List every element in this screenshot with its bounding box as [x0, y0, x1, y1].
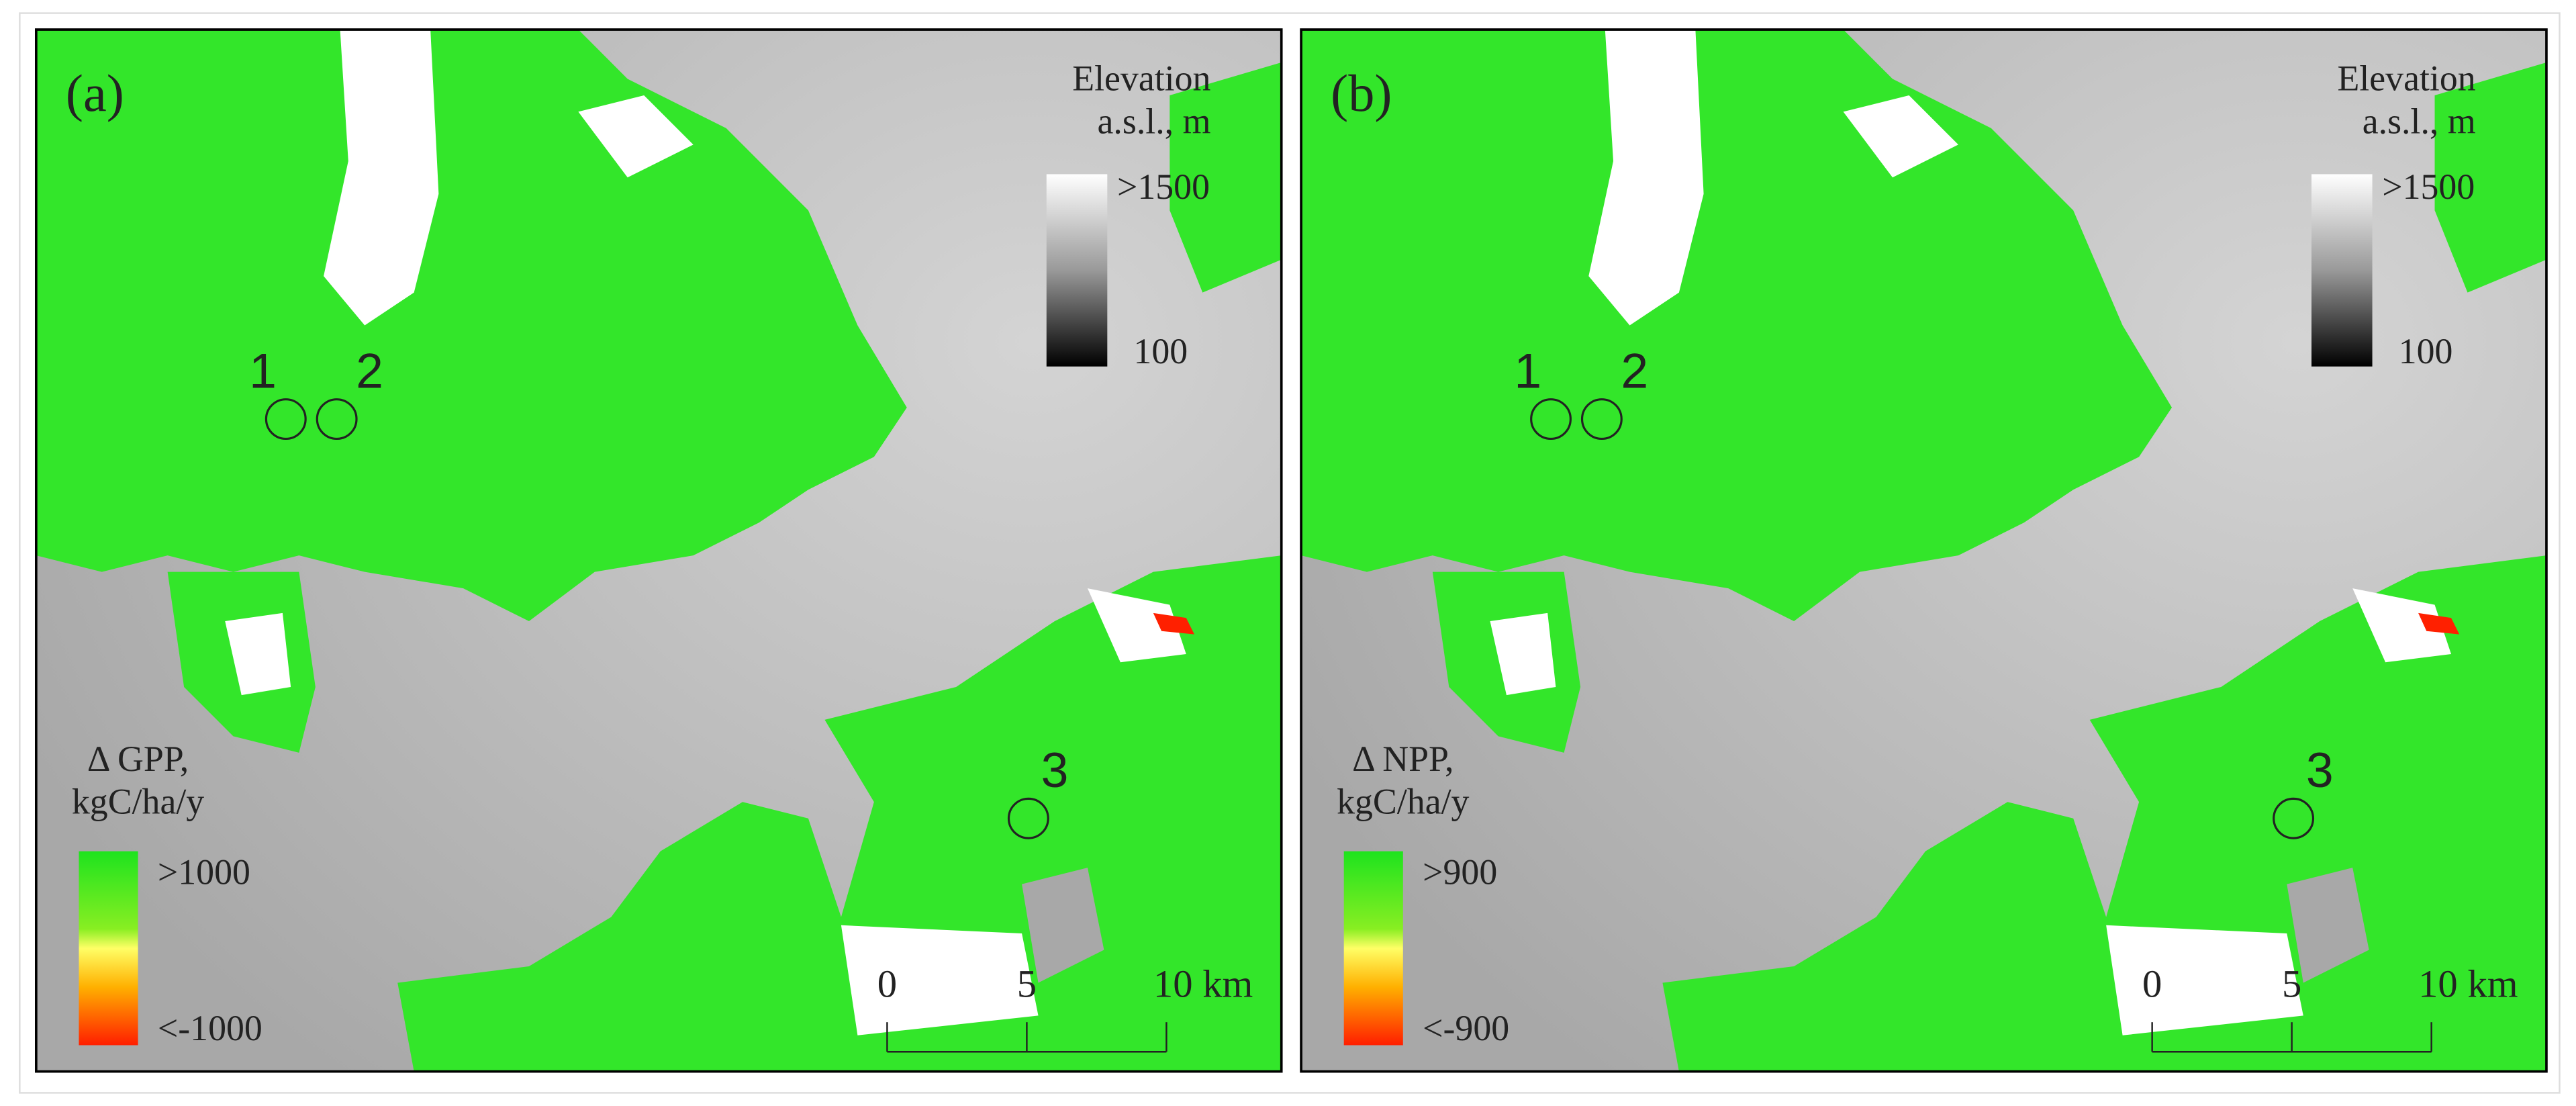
elevation-bar	[2311, 174, 2373, 367]
site-label: 1	[249, 343, 277, 398]
elevation-max: >1500	[1117, 167, 1210, 207]
elevation-bar	[1046, 174, 1108, 367]
site-label: 3	[1041, 743, 1069, 798]
panel-label: (a)	[66, 64, 124, 122]
legend-title: Δ NPP,	[1352, 739, 1453, 779]
legend-bar	[79, 851, 138, 1046]
elevation-title: Elevation	[2337, 58, 2475, 99]
legend-title: kgC/ha/y	[72, 782, 204, 822]
elevation-max: >1500	[2382, 167, 2475, 207]
legend-title: kgC/ha/y	[1337, 782, 1469, 822]
site-label: 2	[1621, 343, 1648, 398]
legend-min: <-900	[1423, 1008, 1509, 1048]
site-label: 3	[2306, 743, 2334, 798]
legend-bar	[1343, 851, 1403, 1046]
scale-label: 0	[2142, 962, 2162, 1005]
scale-label: 0	[877, 962, 897, 1005]
panel-frame	[1300, 28, 2548, 1073]
legend-min: <-1000	[158, 1008, 263, 1048]
legend-max: >1000	[158, 852, 250, 892]
site-circle	[1530, 398, 1572, 441]
site-circle	[1580, 398, 1623, 441]
elevation-min: 100	[1133, 331, 1188, 371]
elevation-min: 100	[2399, 331, 2453, 371]
scale-label: 5	[1017, 962, 1037, 1005]
scale-label: 10 km	[1153, 962, 1253, 1005]
site-circle	[1007, 797, 1049, 839]
panel-label: (b)	[1331, 64, 1392, 122]
elevation-title: a.s.l., m	[2363, 101, 2476, 141]
scale-label: 5	[2282, 962, 2301, 1005]
figure-frame	[19, 12, 2561, 1094]
site-circle	[265, 398, 307, 441]
scale-label: 10 km	[2418, 962, 2518, 1005]
legend-title: Δ GPP,	[87, 739, 189, 779]
site-label: 2	[356, 343, 383, 398]
site-circle	[2273, 797, 2315, 839]
elevation-title: a.s.l., m	[1098, 101, 1211, 141]
panel-frame	[35, 28, 1283, 1073]
legend-max: >900	[1423, 852, 1497, 892]
elevation-title: Elevation	[1072, 58, 1210, 99]
site-label: 1	[1514, 343, 1541, 398]
site-circle	[316, 398, 358, 441]
